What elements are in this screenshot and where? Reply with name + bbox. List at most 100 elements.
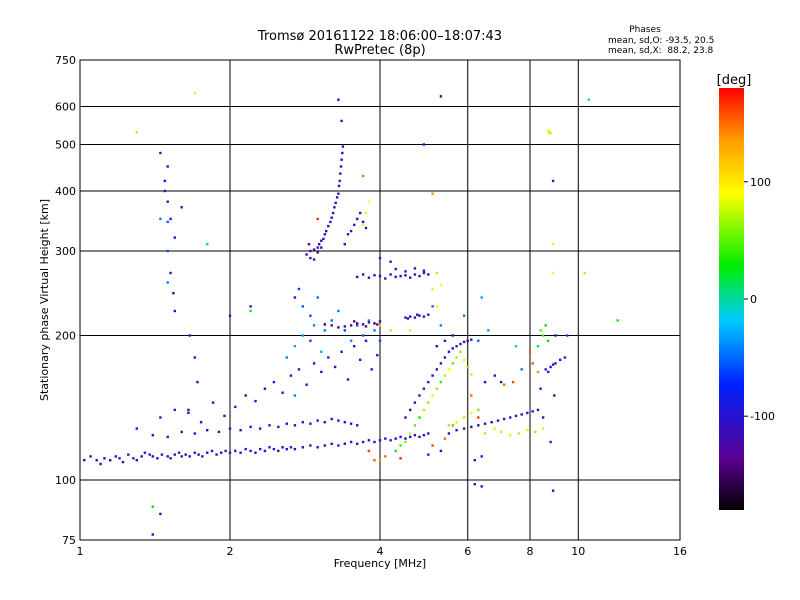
data-point (435, 368, 438, 371)
data-point (330, 442, 333, 445)
data-point (151, 455, 154, 458)
colorbar-ticks: 100 0 -100 (744, 176, 775, 423)
data-point (499, 380, 503, 384)
data-point (169, 217, 172, 221)
data-point (259, 447, 262, 451)
y-tick-label: 100 (55, 474, 76, 487)
data-point (234, 449, 237, 453)
data-point (159, 416, 162, 419)
data-point (399, 274, 402, 278)
data-point (215, 453, 218, 456)
data-point (135, 459, 138, 462)
data-point (526, 429, 529, 432)
data-point (422, 271, 426, 275)
data-point (277, 425, 280, 429)
data-point (301, 334, 304, 337)
data-point (431, 374, 434, 377)
data-point (249, 449, 252, 453)
data-point (173, 309, 176, 313)
data-point (89, 455, 92, 458)
data-point (234, 405, 237, 409)
data-point (135, 427, 138, 430)
data-point (447, 424, 451, 427)
data-point (404, 416, 407, 419)
data-point (427, 432, 430, 435)
data-point (361, 223, 365, 227)
data-point (431, 444, 434, 447)
data-point (466, 339, 469, 342)
data-point (384, 277, 387, 280)
data-point (394, 449, 397, 453)
data-point (320, 350, 323, 353)
data-point (206, 429, 209, 432)
grid (80, 60, 680, 540)
data-point (394, 275, 397, 279)
data-point (151, 434, 154, 437)
data-point (554, 334, 557, 337)
data-point (413, 434, 417, 437)
data-point (187, 411, 190, 415)
data-point (330, 319, 333, 322)
data-point (316, 296, 319, 299)
data-point (359, 358, 362, 361)
data-point (493, 374, 496, 377)
data-point (378, 439, 382, 442)
data-point (254, 399, 257, 403)
data-point (356, 442, 359, 445)
data-point (334, 201, 337, 204)
data-point (439, 324, 443, 327)
data-point (389, 260, 392, 263)
data-point (335, 196, 339, 199)
data-point (309, 422, 312, 425)
data-point (526, 411, 529, 415)
data-point (509, 416, 512, 419)
data-point (418, 314, 421, 317)
x-tick-label: 2 (227, 545, 234, 558)
data-point (413, 401, 417, 404)
data-point (466, 365, 469, 369)
data-point (418, 394, 421, 397)
data-point (281, 446, 284, 449)
data-point (356, 324, 359, 327)
data-point (531, 362, 534, 365)
data-point (338, 179, 341, 183)
data-point (431, 305, 434, 308)
data-point (166, 281, 169, 284)
data-point (563, 356, 567, 359)
data-point (99, 462, 102, 466)
data-point (367, 449, 371, 453)
data-point (340, 350, 343, 353)
data-point (309, 314, 312, 317)
data-point (364, 226, 368, 230)
data-point (451, 362, 454, 365)
data-point (409, 276, 412, 279)
data-point (297, 368, 301, 371)
data-point (361, 440, 365, 444)
data-point (551, 243, 555, 246)
data-point (539, 387, 542, 390)
data-point (378, 459, 382, 462)
data-point (413, 273, 417, 276)
data-point (427, 453, 430, 456)
data-point (169, 457, 172, 460)
data-point (180, 455, 183, 458)
data-point (289, 446, 293, 449)
data-point (462, 358, 466, 361)
data-point (435, 305, 438, 308)
data-point (367, 200, 371, 203)
data-point (353, 345, 356, 348)
data-point (135, 131, 138, 134)
data-point (289, 374, 293, 377)
data-point (443, 356, 447, 359)
data-point (413, 316, 417, 319)
data-point (193, 356, 196, 359)
data-point (312, 362, 316, 365)
data-point (83, 459, 86, 462)
y-tick-label: 500 (55, 139, 76, 152)
data-point (293, 447, 297, 451)
data-point (239, 429, 242, 432)
data-point (378, 324, 382, 327)
stats-line-x: mean, sd,X: 88.2, 23.8 (608, 46, 714, 56)
data-point (340, 158, 343, 161)
